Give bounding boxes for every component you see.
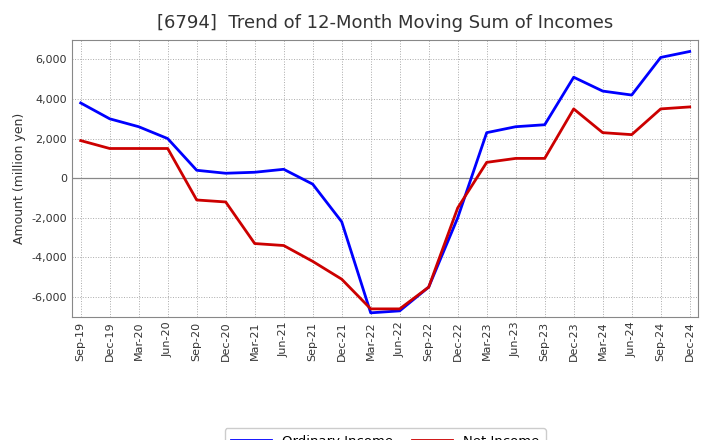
Net Income (192, 197, 201, 202)
Net Income (570, 106, 578, 111)
Net Income (627, 132, 636, 137)
Net Income (135, 146, 143, 151)
Net Income (163, 146, 172, 151)
Ordinary Income (570, 74, 578, 80)
Ordinary Income (135, 124, 143, 129)
Ordinary Income (308, 181, 317, 187)
Title: [6794]  Trend of 12-Month Moving Sum of Incomes: [6794] Trend of 12-Month Moving Sum of I… (157, 15, 613, 33)
Net Income (338, 276, 346, 282)
Ordinary Income (685, 49, 694, 54)
Net Income (366, 306, 375, 312)
Ordinary Income (598, 88, 607, 94)
Y-axis label: Amount (million yen): Amount (million yen) (13, 113, 26, 244)
Ordinary Income (454, 215, 462, 220)
Ordinary Income (627, 92, 636, 98)
Net Income (76, 138, 85, 143)
Net Income (395, 306, 404, 312)
Ordinary Income (76, 100, 85, 106)
Ordinary Income (251, 169, 259, 175)
Net Income (541, 156, 549, 161)
Ordinary Income (424, 284, 433, 290)
Legend: Ordinary Income, Net Income: Ordinary Income, Net Income (225, 428, 546, 440)
Net Income (685, 104, 694, 110)
Line: Ordinary Income: Ordinary Income (81, 51, 690, 313)
Ordinary Income (657, 55, 665, 60)
Net Income (657, 106, 665, 111)
Ordinary Income (395, 308, 404, 313)
Net Income (598, 130, 607, 135)
Ordinary Income (366, 310, 375, 315)
Net Income (279, 243, 288, 248)
Net Income (221, 199, 230, 205)
Ordinary Income (279, 167, 288, 172)
Ordinary Income (221, 171, 230, 176)
Ordinary Income (163, 136, 172, 141)
Net Income (308, 259, 317, 264)
Ordinary Income (192, 168, 201, 173)
Line: Net Income: Net Income (81, 107, 690, 309)
Net Income (251, 241, 259, 246)
Ordinary Income (482, 130, 491, 135)
Net Income (454, 205, 462, 210)
Ordinary Income (541, 122, 549, 127)
Ordinary Income (105, 116, 114, 121)
Net Income (511, 156, 520, 161)
Ordinary Income (338, 219, 346, 224)
Net Income (424, 284, 433, 290)
Net Income (482, 160, 491, 165)
Ordinary Income (511, 124, 520, 129)
Net Income (105, 146, 114, 151)
